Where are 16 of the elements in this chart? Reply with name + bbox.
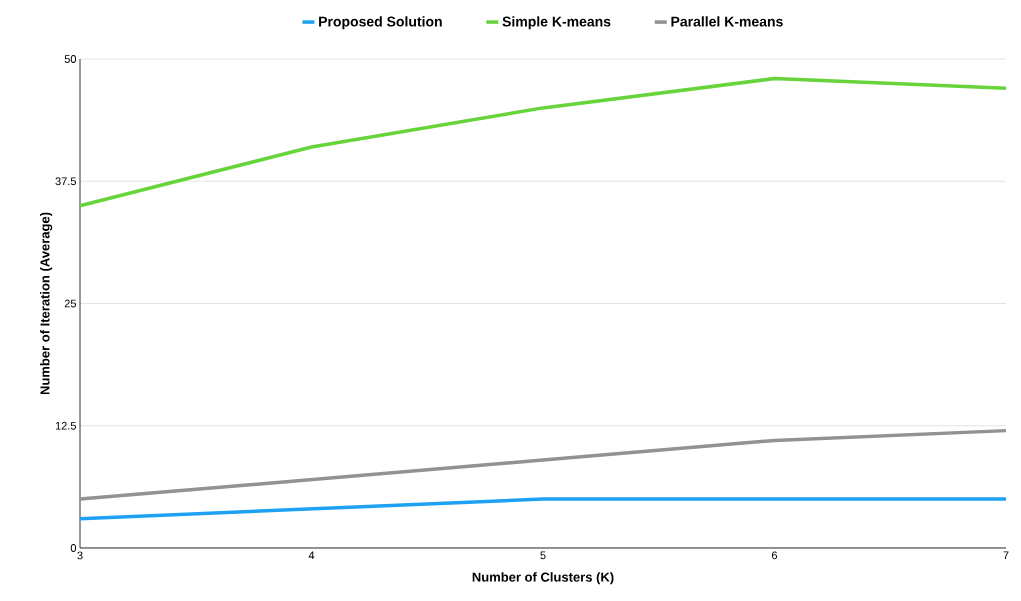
legend-label: Parallel K-means xyxy=(671,16,783,27)
y-tick-label: 50 xyxy=(64,55,77,63)
y-tick-label: 0 xyxy=(70,544,77,552)
x-tick-label: 5 xyxy=(540,551,546,560)
y-tick-label: 12.5 xyxy=(55,421,76,430)
y-tick-label: 37.5 xyxy=(55,177,76,186)
legend-label: Simple K-means xyxy=(502,16,611,30)
y-tick-label: 25 xyxy=(64,299,76,308)
legend-label: Proposed Solution xyxy=(319,16,442,30)
x-tick-label: 4 xyxy=(308,551,315,560)
x-tick-label: 6 xyxy=(772,551,778,560)
x-axis-title: Number of Clusters (K) xyxy=(472,572,614,585)
x-tick-label: 3 xyxy=(77,551,83,560)
y-axis-title: Number of Iteration (Average) xyxy=(40,212,53,395)
line-series xyxy=(78,76,1008,208)
x-tick-label: 7 xyxy=(1003,551,1009,560)
